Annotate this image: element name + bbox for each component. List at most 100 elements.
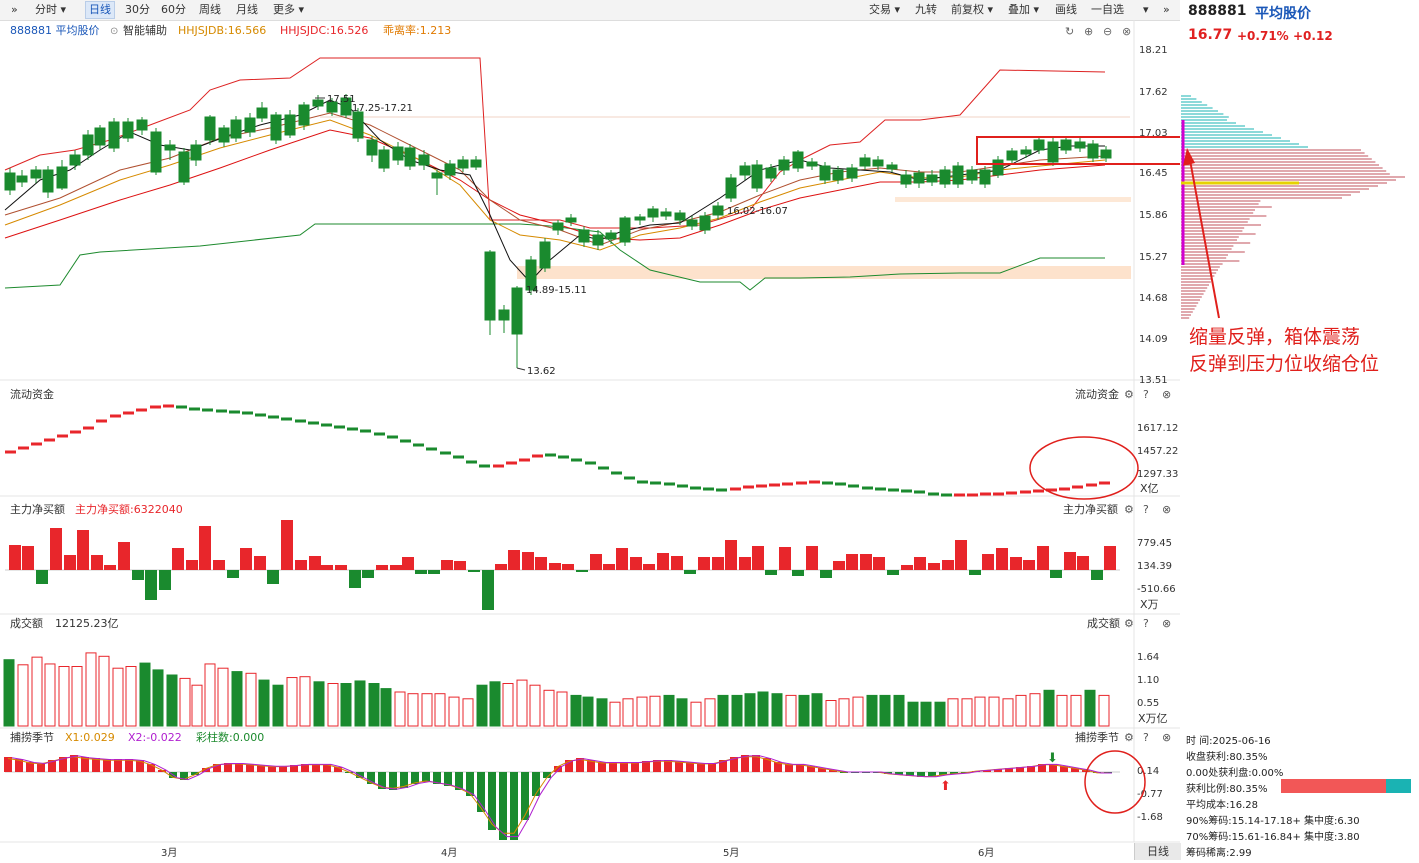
chengjiao-bar [596,698,608,727]
dropdown-icon[interactable]: ▾ [1143,3,1149,16]
svg-text:1.64: 1.64 [1137,652,1159,663]
svg-text:X万亿: X万亿 [1138,712,1168,725]
svg-text:1297.33: 1297.33 [1137,469,1178,480]
candle-body [498,309,510,321]
svg-text:X万: X万 [1140,598,1159,611]
zhuli-bar [590,554,602,570]
watchlist-button[interactable]: 一自选 [1091,3,1124,16]
jiuzhuan-button[interactable]: 九转 [915,3,937,16]
buzhuo-axis: 0.14 -0.77 -1.68 [1137,766,1163,823]
chengjiao-bar [947,698,959,727]
collapse-icon[interactable]: » [11,3,18,16]
chengjiao-bar [690,701,702,727]
overlay-menu[interactable]: 叠加 ▾ [1008,3,1040,16]
close-icon[interactable]: ⊗ [1162,617,1171,630]
candle-body [539,241,551,269]
tab-60fen[interactable]: 60分 [161,3,186,16]
svg-text:1457.22: 1457.22 [1137,446,1178,457]
minus-icon[interactable]: ⊖ [1103,25,1112,38]
fuquan-menu[interactable]: 前复权 ▾ [951,3,994,16]
stat-90-chip: 90%筹码:15.14-17.18+ 集中度:6.30 [1186,816,1360,827]
zhuli-bar [1077,556,1089,570]
candle-body [819,165,831,181]
ma-line-black [4,99,1105,283]
zhuli-bar [118,542,130,570]
zhuli-bars [9,520,1116,610]
zhuli-bar [725,540,737,570]
buzhuo-bar [356,772,364,778]
zhuli-bar [820,570,832,578]
zhuli-bar [1037,546,1049,570]
help-icon[interactable]: ? [1143,503,1149,516]
candle-body [792,151,804,169]
zhuli-bar [362,570,374,578]
buzhuo-bar [631,762,639,772]
buzhuo-bar [895,772,903,775]
svg-text:-0.77: -0.77 [1137,789,1163,800]
gear-icon[interactable]: ⚙ [1124,503,1134,516]
candle-body [765,167,777,179]
chengjiao-bar [1029,693,1041,727]
candle-body [230,119,242,139]
buzhuo-bar [400,772,408,788]
buzhuo-bar [752,755,760,772]
chengjiao-bar [704,698,716,727]
change-pct: +0.71% [1237,29,1289,43]
zhuli-bar [335,565,347,570]
chengjiao-bar [757,691,769,727]
candle-body [699,215,711,231]
buzhuo-bar [576,758,584,772]
buzhuo-bar [4,757,12,772]
stock-name: 平均股价 [1255,6,1311,22]
tab-rixian[interactable]: 日线 [85,1,115,19]
tab-30fen[interactable]: 30分 [125,3,150,16]
gear-icon[interactable]: ⚙ [1124,731,1134,744]
chip-distribution [1181,95,1411,793]
buzhuo-title: 捕捞季节 [10,730,54,744]
chengjiao-title: 成交额 [10,616,43,630]
close-icon[interactable]: ⊗ [1162,503,1171,516]
ma-line-orange [4,119,1106,251]
chengjiao-bars [3,652,1110,727]
help-icon[interactable]: ? [1143,617,1149,630]
draw-button[interactable]: 画线 [1055,3,1077,16]
plus-icon[interactable]: ⊕ [1084,25,1093,38]
zhuli-bar [9,545,21,570]
bottom-tab-rixian[interactable]: 日线 [1134,843,1181,860]
chengjiao-bar [85,652,97,727]
tab-yuexian[interactable]: 月线 [236,3,258,16]
close-icon[interactable]: ⊗ [1122,25,1131,38]
trade-menu[interactable]: 交易 ▾ [869,3,901,16]
tab-more[interactable]: 更多 ▾ [273,3,305,16]
buzhuo-bar [323,764,331,772]
refresh-icon[interactable]: ↻ [1065,25,1074,38]
close-icon[interactable]: ⊗ [1162,388,1171,401]
chengjiao-bar [731,694,743,727]
chengjiao-bar [893,694,905,727]
zhuli-title-right: 主力净买额 [1063,502,1118,516]
gear-icon[interactable]: ⚙ [1124,388,1134,401]
candle-body [56,166,68,189]
candle-body [404,147,416,167]
chengjiao-bar [1002,698,1014,727]
price-tick: 17.62 [1139,87,1168,98]
buzhuo-bar [796,764,804,772]
candle-body [340,97,352,116]
tab-fenshi[interactable]: 分时 ▾ [35,3,67,16]
buzhuo-bar [906,772,914,776]
close-icon[interactable]: ⊗ [1162,731,1171,744]
tab-zhouxian[interactable]: 周线 [199,3,221,16]
zhuli-bar [833,561,845,570]
zhuli-bar [1064,552,1076,570]
buzhuo-bar [1071,768,1079,772]
zhuli-bar [254,556,266,570]
help-icon[interactable]: ? [1143,731,1149,744]
assist-label[interactable]: 智能辅助 [123,23,167,37]
assist-toggle-icon[interactable]: ⊙ [110,26,118,37]
candle-body [634,216,646,221]
candle-body [190,144,202,161]
candle-body [565,217,577,223]
gear-icon[interactable]: ⚙ [1124,617,1134,630]
help-icon[interactable]: ? [1143,388,1149,401]
expand-icon[interactable]: » [1163,3,1170,16]
